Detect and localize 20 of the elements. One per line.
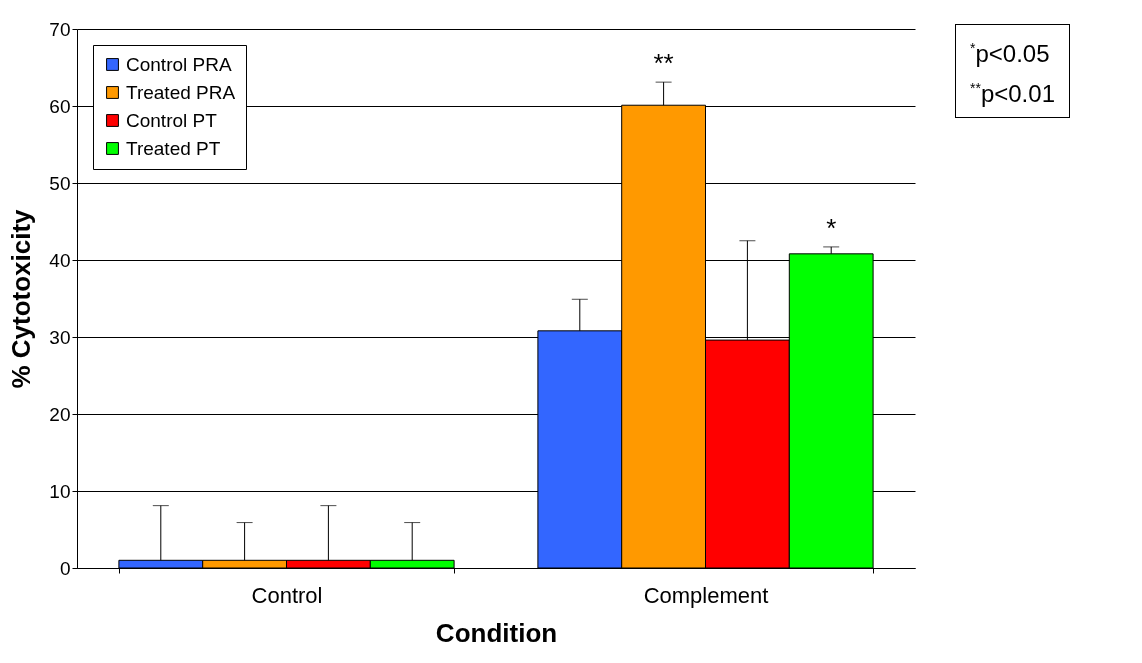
- text: $^{**}$p<0.01: [970, 79, 1055, 109]
- y-tick-label: 70: [49, 18, 71, 40]
- y-tick-label: 30: [49, 326, 71, 348]
- annotation: **: [653, 48, 674, 79]
- legend-label: Control PRA: [126, 53, 232, 75]
- legend-label: Treated PRA: [126, 81, 236, 103]
- legend-label: Treated PT: [126, 137, 221, 159]
- text: $^{*}$p<0.05: [970, 39, 1051, 69]
- y-axis-title: % Cytotoxicity: [6, 208, 37, 389]
- y-tick-label: 10: [49, 480, 71, 502]
- annotation: *: [826, 212, 837, 243]
- x-axis-title: Condition: [435, 617, 558, 648]
- legend-label: Control PT: [126, 109, 218, 131]
- y-tick-label: 0: [59, 557, 71, 579]
- x-tick-label: Complement: [643, 582, 769, 608]
- y-tick-label: 20: [49, 403, 71, 425]
- y-tick-label: 50: [49, 172, 71, 194]
- x-tick-label: Control: [251, 582, 323, 608]
- y-tick-label: 60: [49, 95, 71, 117]
- y-tick-label: 40: [49, 249, 71, 271]
